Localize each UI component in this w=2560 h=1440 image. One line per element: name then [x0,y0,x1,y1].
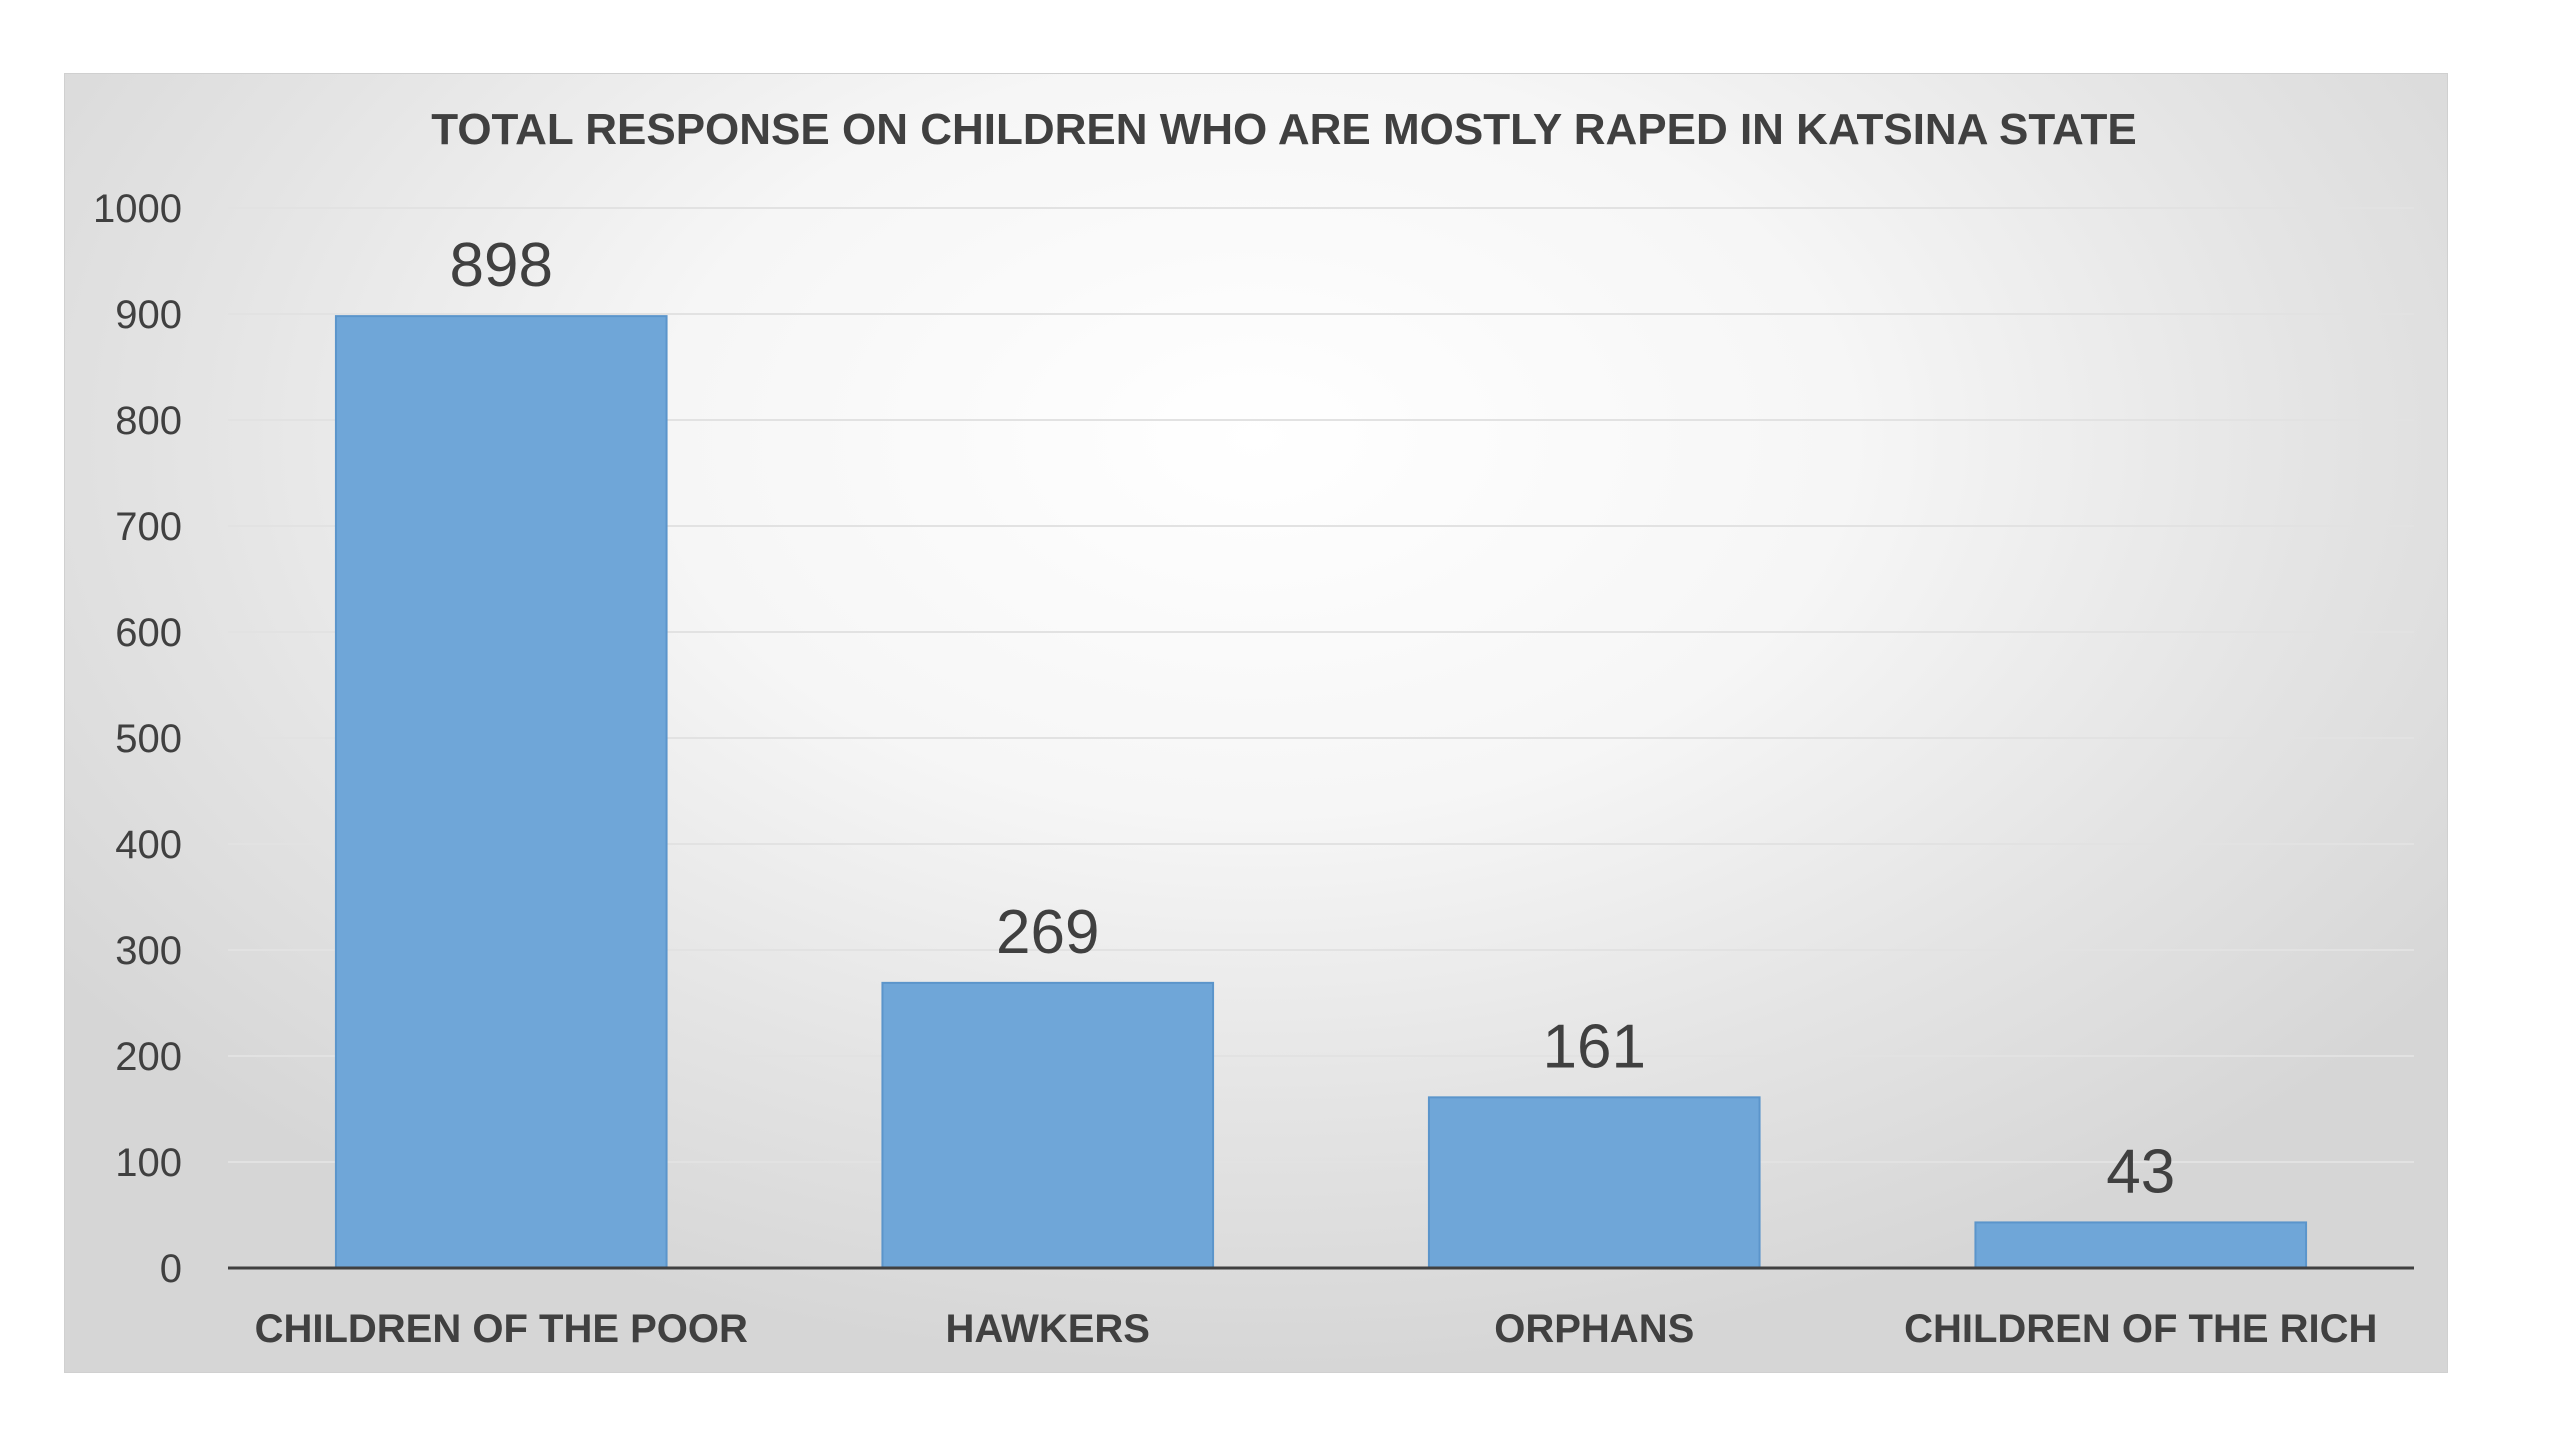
bar [334,315,668,1269]
x-category-label: CHILDREN OF THE POOR [255,1307,748,1351]
x-category-label: HAWKERS [946,1307,1150,1351]
y-tick-label: 100 [115,1141,182,1185]
bar-value-label: 43 [2106,1137,2175,1206]
bar [881,981,1215,1269]
y-tick-label: 900 [115,293,182,337]
bar-value-label: 898 [450,231,553,300]
bar-value-label: 269 [996,898,1099,967]
bars [334,315,2308,1270]
data-labels: 898 269 161 43 [450,231,2176,1206]
x-axis-categories: CHILDREN OF THE POOR HAWKERS ORPHANS CHILDR… [255,1307,2378,1351]
y-tick-label: 400 [115,823,182,867]
x-category-label: ORPHANS [1494,1307,1694,1351]
bar [1427,1096,1761,1269]
y-tick-label: 1000 [93,187,182,231]
y-tick-label: 500 [115,717,182,761]
bar-value-label: 161 [1543,1012,1646,1081]
y-tick-label: 200 [115,1035,182,1079]
y-tick-label: 800 [115,399,182,443]
y-tick-label: 700 [115,505,182,549]
y-axis-ticks: 0 100 200 300 400 500 600 700 800 900 1000 [93,187,182,1291]
bar [1974,1221,2308,1270]
chart-title: TOTAL RESPONSE ON CHILDREN WHO ARE MOSTL… [431,105,2137,154]
x-category-label: CHILDREN OF THE RICH [1904,1307,2377,1351]
y-tick-label: 300 [115,929,182,973]
y-tick-label: 600 [115,611,182,655]
y-tick-label: 0 [160,1247,182,1291]
